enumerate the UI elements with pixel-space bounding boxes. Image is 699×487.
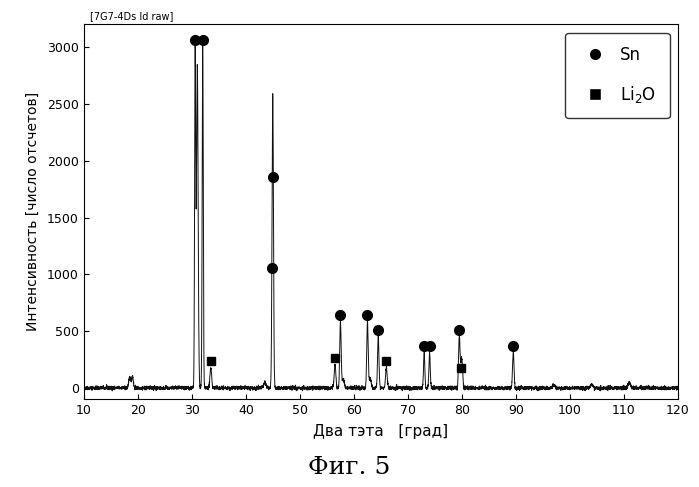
Legend: Sn, Li$_2$O: Sn, Li$_2$O: [565, 33, 670, 118]
Y-axis label: Интенсивность [число отсчетов]: Интенсивность [число отсчетов]: [26, 92, 41, 332]
X-axis label: Два тэта   [град]: Два тэта [град]: [313, 424, 449, 439]
Text: [7G7-4Ds Id raw]: [7G7-4Ds Id raw]: [89, 11, 173, 20]
Text: Фиг. 5: Фиг. 5: [308, 456, 391, 479]
